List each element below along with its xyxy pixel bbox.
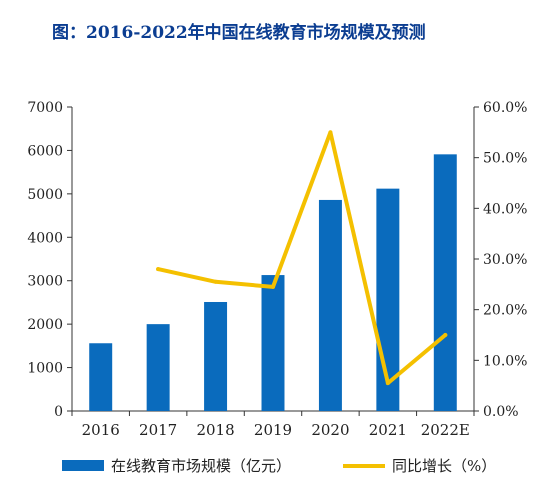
right-tick-label: 30.0%	[483, 252, 527, 268]
bar-2016	[89, 343, 113, 411]
x-tick-label: 2017	[139, 421, 177, 439]
left-tick-label: 0	[54, 404, 63, 420]
left-tick-label: 4000	[27, 230, 63, 246]
left-tick-label: 3000	[27, 274, 63, 290]
bar-2022E	[433, 154, 457, 411]
x-tick-label: 2020	[311, 421, 349, 439]
growth-point-2020	[328, 130, 333, 135]
x-tick-label: 2016	[82, 421, 120, 439]
bar-2020	[318, 199, 342, 411]
left-tick-label: 5000	[27, 187, 63, 203]
left-tick-label: 7000	[27, 100, 63, 116]
growth-point-2022E	[443, 333, 448, 337]
x-tick-label: 2021	[369, 421, 407, 439]
growth-rate-line	[156, 130, 448, 386]
legend-bar-label: 在线教育市场规模（亿元）	[111, 457, 291, 475]
right-tick-label: 10.0%	[483, 353, 527, 369]
right-tick-label: 0.0%	[483, 404, 519, 420]
left-tick-label: 2000	[27, 317, 63, 333]
growth-point-2018	[213, 279, 218, 284]
right-tick-label: 60.0%	[483, 100, 527, 116]
x-tick-label: 2022E	[421, 421, 470, 439]
bar-2019	[261, 275, 285, 411]
growth-point-2021	[385, 381, 390, 386]
left-tick-label: 1000	[27, 361, 63, 377]
growth-point-2019	[271, 284, 275, 289]
bar-2018	[204, 301, 228, 411]
x-tick-label: 2019	[254, 421, 292, 439]
legend-line-label: 同比增长（%）	[392, 457, 496, 475]
right-tick-label: 40.0%	[483, 201, 527, 217]
bar-2017	[146, 324, 170, 411]
growth-point-2017	[156, 267, 161, 272]
legend-bar-swatch	[62, 460, 104, 471]
x-tick-label: 2018	[196, 421, 234, 439]
right-tick-label: 20.0%	[483, 303, 527, 319]
chart-title: 图：2016-2022年中国在线教育市场规模及预测	[52, 23, 426, 43]
right-tick-label: 50.0%	[483, 151, 527, 167]
left-tick-label: 6000	[27, 143, 63, 159]
